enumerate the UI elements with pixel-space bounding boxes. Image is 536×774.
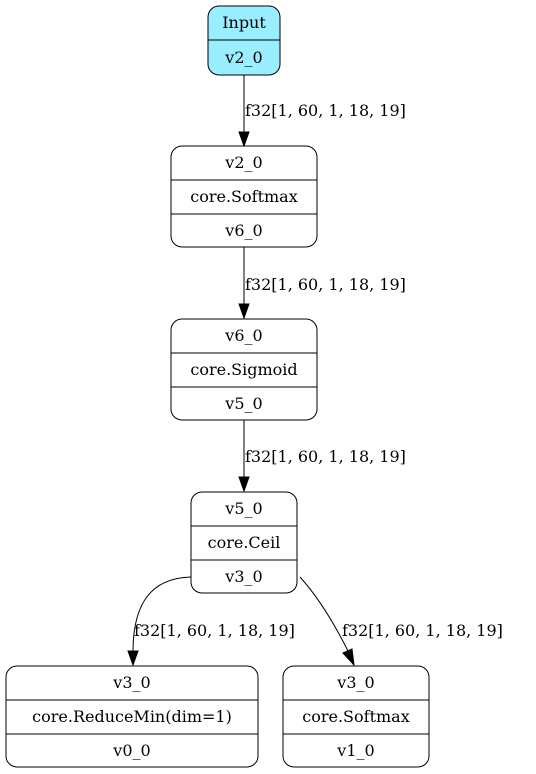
- node-input-label: v5_0: [224, 499, 262, 518]
- edge-label: f32[1, 60, 1, 18, 19]: [245, 101, 406, 120]
- node-op-label: core.Softmax: [302, 707, 409, 726]
- node-op-label: core.ReduceMin(dim=1): [32, 707, 232, 726]
- node-op-label: core.Ceil: [208, 533, 281, 552]
- edge-ceil-to-softmax: f32[1, 60, 1, 18, 19]: [299, 576, 503, 667]
- edge-ceil-to-reducemin: f32[1, 60, 1, 18, 19]: [127, 576, 295, 667]
- node-input-label: v3_0: [336, 673, 374, 692]
- edge-label: f32[1, 60, 1, 18, 19]: [342, 621, 503, 640]
- node-output-label: v6_0: [224, 221, 262, 240]
- edge-input-to-softmax: f32[1, 60, 1, 18, 19]: [238, 75, 406, 148]
- node-op-label: core.Sigmoid: [190, 360, 297, 379]
- node-input-label: v2_0: [224, 153, 262, 172]
- edge-sigmoid-to-ceil: f32[1, 60, 1, 18, 19]: [238, 420, 406, 493]
- node-input-label: v3_0: [112, 673, 150, 692]
- reducemin-node[interactable]: v3_0 core.ReduceMin(dim=1) v0_0: [5, 665, 259, 768]
- sigmoid-node[interactable]: v6_0 core.Sigmoid v5_0: [170, 318, 318, 421]
- node-output-label: v5_0: [224, 394, 262, 413]
- edge-label: f32[1, 60, 1, 18, 19]: [245, 447, 406, 466]
- edge-label: f32[1, 60, 1, 18, 19]: [134, 621, 295, 640]
- node-output-label: v0_0: [112, 741, 150, 760]
- node-op-label: core.Softmax: [190, 187, 297, 206]
- input-output-label: v2_0: [224, 48, 262, 67]
- edge-label: f32[1, 60, 1, 18, 19]: [245, 275, 406, 294]
- ceil-node[interactable]: v5_0 core.Ceil v3_0: [190, 491, 298, 594]
- node-input-label: v6_0: [224, 326, 262, 345]
- input-title: Input: [222, 13, 266, 32]
- node-output-label: v3_0: [224, 567, 262, 586]
- node-output-label: v1_0: [336, 741, 374, 760]
- softmax-output-node[interactable]: v3_0 core.Softmax v1_0: [282, 665, 430, 768]
- softmax-node[interactable]: v2_0 core.Softmax v6_0: [170, 145, 318, 248]
- edge-softmax-to-sigmoid: f32[1, 60, 1, 18, 19]: [238, 247, 406, 320]
- input-node[interactable]: Input v2_0: [207, 5, 281, 76]
